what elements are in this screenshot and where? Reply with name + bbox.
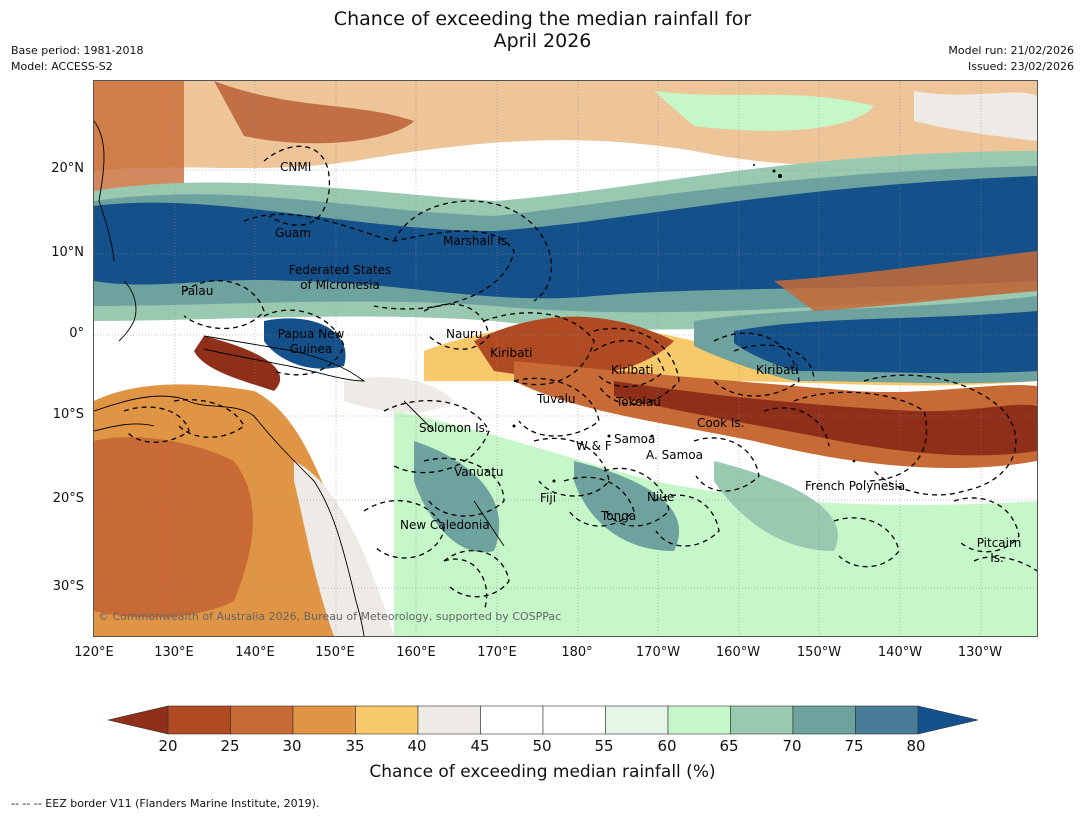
rainfall-map: CNMI Guam Marshall Is. Federated States … (93, 80, 1038, 637)
colorbar-cell (355, 705, 419, 735)
label-solomon: Solomon Is. (419, 421, 489, 435)
coastlines (94, 120, 505, 636)
islands (512, 164, 856, 483)
lat-tick: 10°S (52, 407, 84, 422)
colorbar-extend-low (107, 705, 169, 735)
colorbar-cell (605, 705, 669, 735)
label-nauru: Nauru (446, 327, 483, 341)
label-pitcairn-line2: Is. (990, 551, 1004, 565)
lon-tick: 140°W (877, 645, 923, 660)
label-fsm-line2: of Micronesia (300, 278, 380, 292)
lon-tick: 130°E (154, 645, 194, 660)
colorbar-extend-high (917, 705, 979, 735)
colorbar-tick: 60 (657, 737, 677, 755)
label-palau: Palau (181, 284, 214, 298)
colorbar-tick: 65 (719, 737, 739, 755)
colorbar-tick: 45 (470, 737, 490, 755)
label-fiji: Fiji (540, 491, 557, 505)
lon-tick: 160°W (715, 645, 761, 660)
lon-tick: 140°E (235, 645, 275, 660)
colorbar-cell (667, 705, 731, 735)
colorbar-cell (730, 705, 794, 735)
colorbar-cells (107, 705, 979, 735)
map-canvas (94, 81, 1037, 636)
colorbar-tick: 25 (220, 737, 240, 755)
label-wallis-futuna: W & F (576, 439, 612, 453)
label-png-line1: Papua New (277, 327, 345, 341)
lon-tick: 150°W (796, 645, 842, 660)
issued-date: Issued: 23/02/2026 (967, 60, 1074, 73)
graticule (94, 81, 1037, 636)
colorbar-tick: 35 (345, 737, 365, 755)
lon-tick: 150°E (315, 645, 355, 660)
lat-tick: 20°N (51, 161, 84, 176)
label-tonga: Tonga (601, 509, 637, 523)
lon-tick: 170°W (635, 645, 681, 660)
label-cook-is: Cook Is. (697, 416, 745, 430)
label-american-samoa: A. Samoa (646, 448, 703, 462)
colorbar-tick: 55 (594, 737, 614, 755)
colorbar-tick: 50 (532, 737, 552, 755)
colorbar-tick: 30 (282, 737, 302, 755)
label-cnmi: CNMI (280, 160, 312, 174)
label-tuvalu: Tuvalu (537, 392, 576, 406)
label-new-caledonia: New Caledonia (400, 518, 490, 532)
label-kiribati-east: Kiribati (756, 363, 799, 377)
meta-left: Base period: 1981-2018 Model: ACCESS-S2 (11, 43, 143, 75)
colorbar-cell (480, 705, 544, 735)
lon-tick: 130°W (957, 645, 1003, 660)
eez-footnote: -- -- -- EEZ border V11 (Flanders Marine… (11, 797, 320, 810)
label-kiribati-central: Kiribati (611, 363, 654, 377)
label-marshall: Marshall Is. (443, 234, 511, 248)
colorbar-tick: 80 (906, 737, 926, 755)
lon-tick: 170°E (477, 645, 517, 660)
copyright-notice: © Commonwealth of Australia 2026, Bureau… (98, 610, 562, 623)
eez-borders (123, 145, 1037, 612)
colorbar-tick: 20 (158, 737, 178, 755)
rainfall-field (94, 81, 1037, 636)
lat-tick: 10°N (51, 245, 84, 260)
title-line-1: Chance of exceeding the median rainfall … (333, 8, 752, 30)
lon-tick: 120°E (74, 645, 114, 660)
colorbar-cell (417, 705, 481, 735)
chart-title: Chance of exceeding the median rainfall … (0, 8, 1085, 52)
lon-tick: 160°E (396, 645, 436, 660)
label-kiribati-west: Kiribati (490, 346, 533, 360)
label-fsm-line1: Federated States (288, 263, 392, 277)
label-french-polynesia: French Polynesia (805, 479, 906, 493)
lon-tick: 180° (561, 645, 593, 660)
label-tokelau: Tokelau (616, 395, 661, 409)
colorbar-tick: 70 (782, 737, 802, 755)
label-vanuatu: Vanuatu (454, 465, 504, 479)
label-pitcairn-line1: Pitcairn (976, 536, 1022, 550)
colorbar-cell (292, 705, 356, 735)
label-guam: Guam (275, 226, 311, 240)
lat-tick: 30°S (52, 579, 84, 594)
lat-tick: 20°S (52, 491, 84, 506)
label-samoa: Samoa (614, 432, 656, 446)
colorbar-tick: 75 (844, 737, 864, 755)
label-niue: Niue (647, 490, 675, 504)
colorbar-tick: 40 (407, 737, 427, 755)
colorbar-cell (542, 705, 606, 735)
colorbar-cell (167, 705, 231, 735)
model-run: Model run: 21/02/2026 (948, 44, 1074, 57)
colorbar-cell (855, 705, 919, 735)
base-period: Base period: 1981-2018 (11, 44, 144, 57)
colorbar-cell (792, 705, 856, 735)
colorbar-label: Chance of exceeding median rainfall (%) (369, 762, 716, 782)
label-png-line2: Guinea (289, 342, 333, 356)
meta-right: Model run: 21/02/2026 Issued: 23/02/2026 (948, 43, 1074, 75)
title-line-2: April 2026 (493, 30, 592, 52)
colorbar (107, 705, 979, 735)
lat-tick: 0° (69, 326, 84, 341)
colorbar-cell (230, 705, 294, 735)
model-name: Model: ACCESS-S2 (11, 60, 113, 73)
